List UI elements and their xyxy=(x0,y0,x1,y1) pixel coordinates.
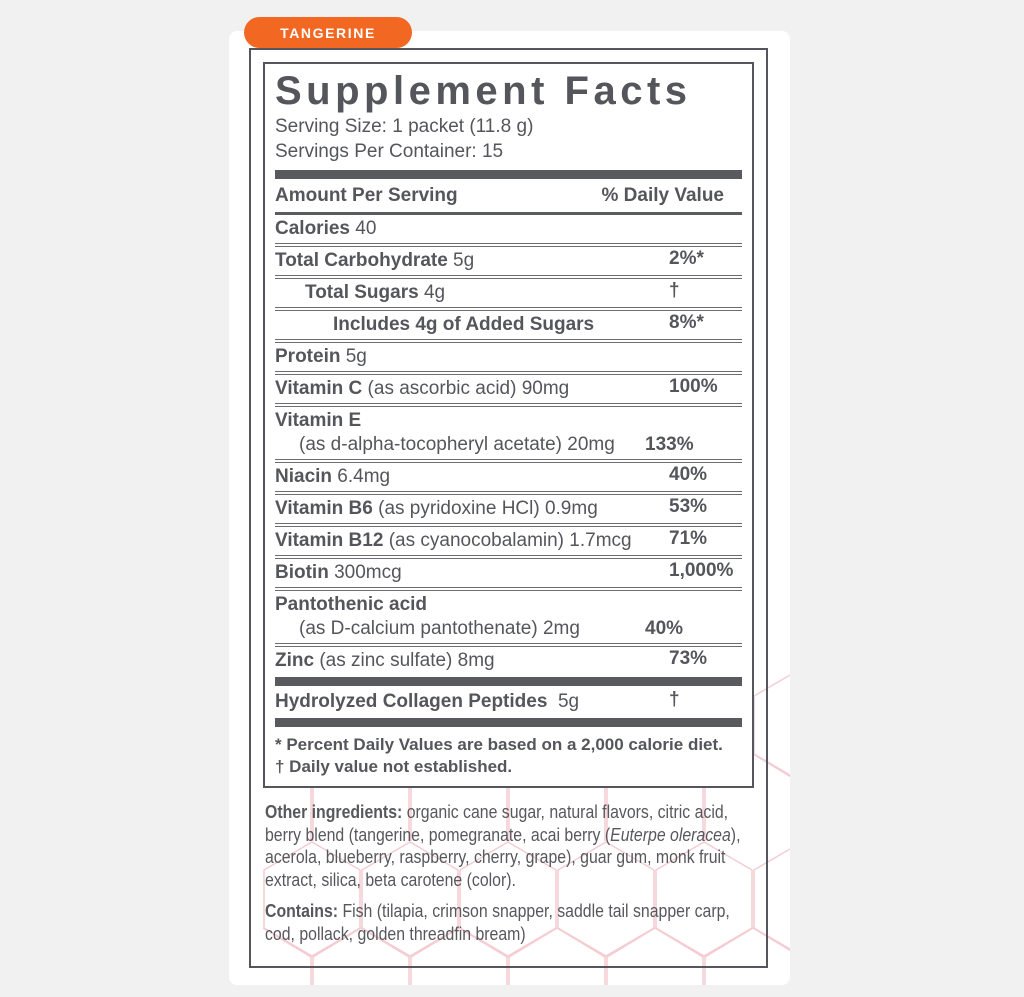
contains-text: Fish (tilapia, crimson snapper, saddle t… xyxy=(265,901,730,944)
other-ingredients-text-1: organic cane sugar, natural flavors, cit… xyxy=(265,802,729,845)
footnote-dagger: † Daily value not established. xyxy=(275,757,513,776)
divider-thick-bar xyxy=(275,718,742,727)
nutrient-row: Vitamin E (as d-alpha-tocopheryl acetate)… xyxy=(275,407,742,459)
nutrient-name: Calories xyxy=(275,218,350,239)
divider-hairline xyxy=(275,459,742,463)
nutrient-row: Protein 5g xyxy=(275,343,742,371)
nutrient-name: Vitamin B6 xyxy=(275,498,373,519)
footnote-percent-dv: * Percent Daily Values are based on a 2,… xyxy=(275,735,723,754)
divider-thick-bar xyxy=(275,677,742,686)
nutrient-daily-value: 2%* xyxy=(669,248,704,269)
divider-hairline xyxy=(275,275,742,279)
nutrient-name: Includes 4g of Added Sugars xyxy=(333,314,595,335)
divider-header-line xyxy=(275,212,742,215)
nutrient-name: Biotin xyxy=(275,562,329,583)
nutrient-name: Pantothenic acid xyxy=(275,594,428,615)
other-ingredients-label: Other ingredients: xyxy=(265,802,403,822)
nutrient-amount: (as zinc sulfate) 8mg xyxy=(314,650,495,671)
nutrient-daily-value: 100% xyxy=(669,376,718,397)
nutrient-source: (as D-calcium pantothenate) 2mg xyxy=(299,618,580,639)
divider-hairline xyxy=(275,339,742,343)
nutrient-name: Protein xyxy=(275,346,341,367)
nutrient-daily-value: 1,000% xyxy=(669,560,734,581)
nutrient-row: Includes 4g of Added Sugars 8%* xyxy=(275,311,742,339)
divider-hairline xyxy=(275,491,742,495)
divider-hairline xyxy=(275,523,742,527)
nutrient-amount: 40 xyxy=(349,218,377,239)
column-header-amount: Amount Per Serving xyxy=(275,185,458,206)
nutrient-row: Total Carbohydrate 5g 2%* xyxy=(275,247,742,275)
nutrient-name: Vitamin E xyxy=(275,410,362,431)
flavor-badge-label: TANGERINE xyxy=(280,24,376,41)
contains-label: Contains: xyxy=(265,901,339,921)
nutrient-row: Vitamin B6 (as pyridoxine HCl) 0.9mg 53% xyxy=(275,495,742,523)
footnotes: * Percent Daily Values are based on a 2,… xyxy=(275,729,742,778)
divider-hairline xyxy=(275,643,742,647)
servings-per-container: Servings Per Container: 15 xyxy=(275,141,504,162)
nutrient-row: Vitamin B12 (as cyanocobalamin) 1.7mcg 71… xyxy=(275,527,742,555)
nutrient-daily-value: † xyxy=(669,280,680,301)
nutrient-amount: 5g xyxy=(447,250,475,271)
column-header-row: Amount Per Serving % Daily Value xyxy=(275,179,742,212)
nutrient-daily-value: 40% xyxy=(645,618,684,639)
nutrient-amount: 300mcg xyxy=(328,562,402,583)
other-ingredients-paragraph: Other ingredients: organic cane sugar, n… xyxy=(265,801,760,891)
contains-paragraph: Contains: Fish (tilapia, crimson snapper… xyxy=(265,900,760,945)
nutrient-daily-value: † xyxy=(669,689,680,710)
nutrient-row-collagen: Hydrolyzed Collagen Peptides 5g † xyxy=(275,688,742,716)
divider-hairline xyxy=(275,403,742,407)
nutrient-row-line1: Vitamin E xyxy=(275,409,742,433)
nutrient-daily-value: 40% xyxy=(669,464,708,485)
column-header-daily-value: % Daily Value xyxy=(601,185,724,206)
label-outer-border: Supplement Facts Serving Size: 1 packet … xyxy=(249,48,768,968)
nutrient-row: Pantothenic acid (as D-calcium pantothena… xyxy=(275,591,742,643)
nutrient-name: Zinc xyxy=(275,650,315,671)
label-card: Supplement Facts Serving Size: 1 packet … xyxy=(229,31,790,985)
supplement-facts-panel: Supplement Facts Serving Size: 1 packet … xyxy=(263,62,754,788)
nutrient-row: Total Sugars 4g † xyxy=(275,279,742,307)
nutrient-row: Zinc (as zinc sulfate) 8mg 73% xyxy=(275,647,742,675)
nutrient-row: Vitamin C (as ascorbic acid) 90mg 100% xyxy=(275,375,742,403)
nutrient-amount: 4g xyxy=(418,282,446,303)
nutrient-row: Biotin 300mcg 1,000% xyxy=(275,559,742,587)
nutrient-rows: Calories 40 Total Carbohydrate 5g 2%* Total… xyxy=(275,215,742,675)
nutrient-row-line2: (as d-alpha-tocopheryl acetate) 20mg 133% xyxy=(275,433,742,457)
nutrient-daily-value: 53% xyxy=(669,496,708,517)
nutrient-amount: 5g xyxy=(340,346,367,367)
nutrient-amount: (as pyridoxine HCl) 0.9mg xyxy=(372,498,598,519)
divider-hairline xyxy=(275,555,742,559)
flavor-badge-tangerine[interactable]: TANGERINE xyxy=(244,17,412,48)
supplement-facts-title: Supplement Facts xyxy=(275,69,692,113)
nutrient-row: Niacin 6.4mg 40% xyxy=(275,463,742,491)
ingredients-section: Other ingredients: organic cane sugar, n… xyxy=(265,801,760,945)
nutrient-daily-value: 73% xyxy=(669,648,708,669)
divider-hairline xyxy=(275,307,742,311)
divider-thick-bar xyxy=(275,170,742,179)
nutrient-row-line1: Pantothenic acid xyxy=(275,593,742,617)
nutrient-amount: (as cyanocobalamin) 1.7mcg xyxy=(383,530,632,551)
nutrient-name: Total Sugars xyxy=(305,282,419,303)
nutrient-name: Vitamin B12 xyxy=(275,530,384,551)
divider-hairline xyxy=(275,371,742,375)
nutrient-daily-value: 71% xyxy=(669,528,708,549)
divider-hairline xyxy=(275,243,742,247)
nutrient-source: (as d-alpha-tocopheryl acetate) 20mg xyxy=(299,434,615,455)
nutrient-row: Calories 40 xyxy=(275,215,742,243)
other-ingredients-text-2: ), acerola, blueberry, raspberry, cherry… xyxy=(265,824,741,890)
nutrient-daily-value: 133% xyxy=(645,434,694,455)
serving-size: Serving Size: 1 packet (11.8 g) xyxy=(275,116,534,137)
divider-hairline xyxy=(275,587,742,591)
nutrient-name: Niacin xyxy=(275,466,333,487)
nutrient-amount: 6.4mg xyxy=(332,466,391,487)
other-ingredients-latin-name: Euterpe oleracea xyxy=(610,824,731,845)
nutrient-name: Hydrolyzed Collagen Peptides xyxy=(275,691,548,712)
nutrient-name: Total Carbohydrate xyxy=(275,250,448,271)
nutrient-daily-value: 8%* xyxy=(669,312,704,333)
nutrient-name: Vitamin C xyxy=(275,378,363,399)
nutrient-amount: 5g xyxy=(557,691,580,712)
nutrient-row-line2: (as D-calcium pantothenate) 2mg 40% xyxy=(275,617,742,641)
nutrient-amount: (as ascorbic acid) 90mg xyxy=(362,378,570,399)
